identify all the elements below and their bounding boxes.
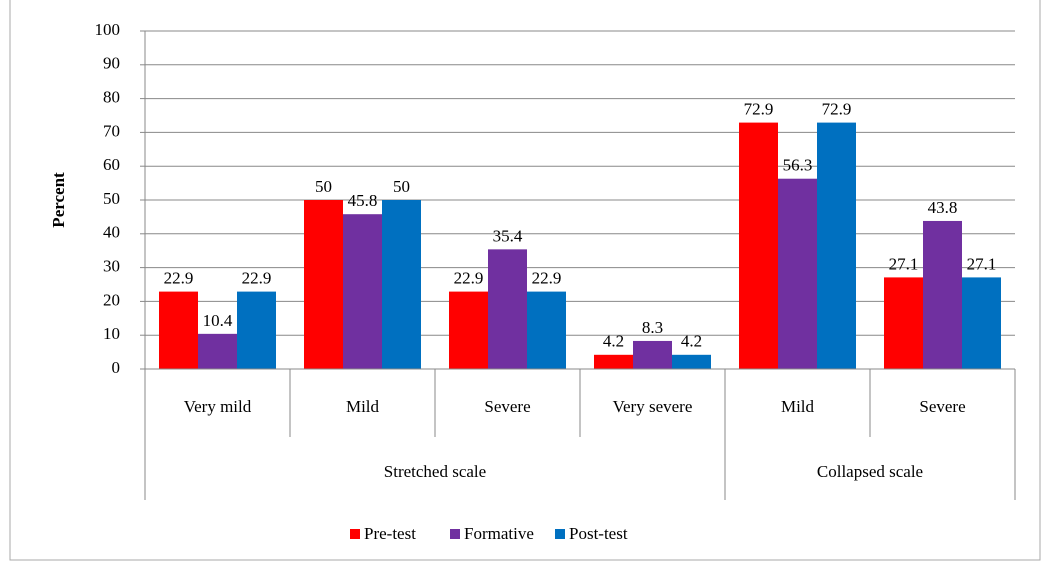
y-axis-label: Percent (49, 172, 68, 228)
y-tick-label: 50 (103, 189, 120, 208)
bar (962, 277, 1001, 369)
y-tick-label: 0 (112, 358, 121, 377)
y-tick-label: 10 (103, 324, 120, 343)
data-label: 43.8 (928, 198, 958, 217)
data-label: 50 (315, 177, 332, 196)
y-tick-label: 70 (103, 121, 120, 140)
bar (237, 291, 276, 369)
bar (923, 220, 962, 369)
y-tick-label: 40 (103, 223, 120, 242)
bar (343, 214, 382, 369)
bar (304, 200, 343, 369)
bar (633, 340, 672, 369)
y-tick-label: 60 (103, 155, 120, 174)
bar (739, 122, 778, 370)
x-tick-label: Severe (919, 397, 965, 416)
y-tick-label: 90 (103, 54, 120, 73)
x-tick-label: Very mild (184, 397, 252, 416)
bar (672, 354, 711, 369)
legend-swatch (450, 529, 460, 539)
data-label: 4.2 (603, 332, 624, 351)
legend-label: Post-test (569, 524, 628, 543)
group-label: Stretched scale (384, 462, 486, 481)
data-label: 72.9 (822, 100, 852, 119)
group-label: Collapsed scale (817, 462, 923, 481)
data-label: 10.4 (203, 311, 233, 330)
data-label: 22.9 (164, 269, 194, 288)
bar (488, 249, 527, 369)
data-label: 27.1 (967, 254, 997, 273)
y-tick-label: 30 (103, 257, 120, 276)
bar (817, 122, 856, 370)
x-tick-label: Very severe (613, 397, 693, 416)
bar (382, 200, 421, 369)
legend-swatch (350, 529, 360, 539)
legend-label: Formative (464, 524, 534, 543)
y-tick-label: 100 (95, 20, 121, 39)
data-label: 35.4 (493, 226, 523, 245)
data-label: 22.9 (532, 269, 562, 288)
x-tick-label: Mild (781, 397, 815, 416)
data-label: 72.9 (744, 100, 774, 119)
y-tick-label: 80 (103, 88, 120, 107)
bar (527, 291, 566, 369)
data-label: 22.9 (454, 269, 484, 288)
bar (884, 277, 923, 369)
data-label: 22.9 (242, 269, 272, 288)
bar (778, 178, 817, 369)
data-label: 8.3 (642, 318, 663, 337)
x-tick-label: Severe (484, 397, 530, 416)
data-label: 56.3 (783, 156, 813, 175)
x-tick-label: Mild (346, 397, 380, 416)
legend-swatch (555, 529, 565, 539)
bar (159, 291, 198, 369)
data-label: 50 (393, 177, 410, 196)
bar (198, 333, 237, 369)
data-label: 27.1 (889, 254, 919, 273)
data-label: 4.2 (681, 332, 702, 351)
legend-label: Pre-test (364, 524, 416, 543)
y-tick-label: 20 (103, 290, 120, 309)
bar (594, 354, 633, 369)
data-label: 45.8 (348, 191, 378, 210)
frame (9, 0, 1041, 561)
bar (449, 291, 488, 369)
